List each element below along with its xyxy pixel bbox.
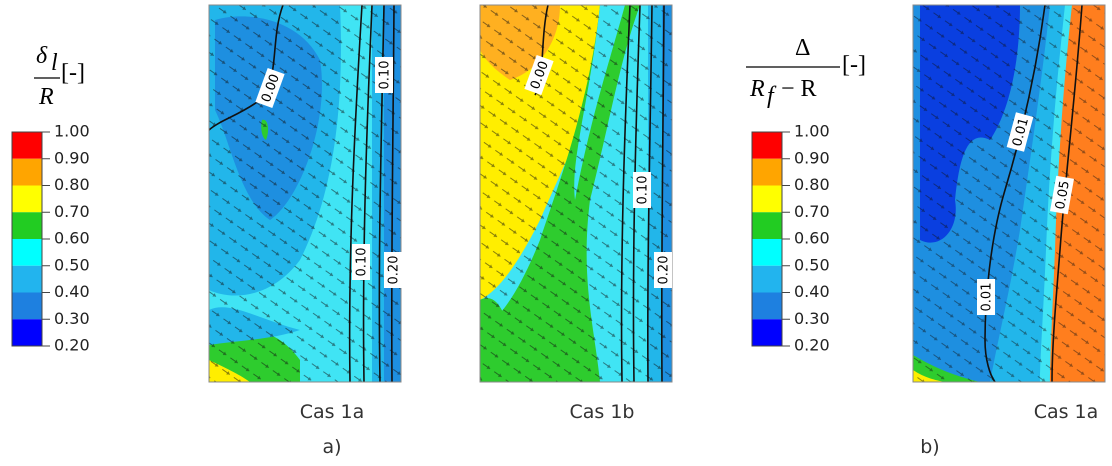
colorbar-b: 1.00 0.90 0.80 0.70 0.60 0.50 0.40 0.30 0.20 [751,122,830,355]
label-background [1050,175,1074,215]
level-label: 0.80 [794,175,830,194]
unit: [-] [842,52,866,78]
contour-labels: 0.00 0.100.10 0.200.000.100.200.010.050.01 [255,55,1074,315]
color-swatch [752,158,782,186]
color-swatch [752,239,782,266]
contour-plot [209,5,401,382]
level-label: 0.50 [794,255,830,274]
level-label: 1.00 [794,122,830,141]
color-swatch [12,239,42,266]
label-background [524,55,554,95]
contour-value: 0.05 [1053,180,1073,211]
panel-label: b) [920,436,939,458]
contour-value: 0.01 [1010,116,1032,148]
level-label: 0.30 [54,309,90,328]
contour-label: 0.10 [375,57,393,93]
caption: Cas 1a [1034,401,1099,423]
color-swatch [752,292,782,320]
level-label: 0.30 [794,309,830,328]
level-label: 1.00 [54,122,90,141]
unit: [-] [61,60,85,86]
label-background [352,244,370,280]
level-label: 0.70 [54,202,90,221]
subscript: l [51,50,58,76]
denominator: R [38,84,54,110]
caption: Cas 1b [570,401,635,423]
contour-value: 0.01 [980,283,995,312]
color-swatch [12,319,42,346]
level-label: 0.40 [794,282,830,301]
legend-title-b: Δ R f − R [-] [746,35,866,109]
contour-plot [913,5,1105,382]
caption: Cas 1a [300,401,365,423]
level-label: 0.90 [54,148,90,167]
level-label: 0.40 [54,282,90,301]
subscript: f [767,83,777,109]
panel-label: a) [322,436,341,458]
color-swatch [12,265,42,293]
label-background [375,57,393,93]
color-swatch [12,292,42,320]
plot-frame [479,4,673,383]
contour-label: 0.05 [1050,175,1074,215]
contour-value: 0.20 [387,256,402,285]
level-label: 0.20 [794,336,830,355]
level-label: 0.60 [794,229,830,248]
color-swatch [12,212,42,239]
color-swatch [752,265,782,293]
contour-value: 0.10 [636,176,651,205]
plot-frame [208,4,402,383]
label-background [633,172,651,208]
color-swatch [752,319,782,346]
level-label: 0.90 [794,148,830,167]
contour-value: 0.10 [355,248,370,277]
label-background [1006,112,1034,152]
label-background [654,252,672,288]
legend-title-a: δ l R [-] [34,43,85,110]
color-swatch [12,185,42,213]
level-label: 0.50 [54,255,90,274]
contour-label: 0.01 [977,279,995,315]
contour-label: 0.20 [384,252,402,288]
label-background [255,68,285,108]
plot-frame [912,4,1106,383]
level-label: 0.70 [794,202,830,221]
symbol: δ [36,43,48,69]
color-swatch [752,132,782,159]
contour-label: 0.10 [352,244,370,280]
color-swatch [752,212,782,239]
numerator: Δ [795,35,810,61]
colorbar-a: 1.00 0.90 0.80 0.70 0.60 0.50 0.40 0.30 0.20 [11,122,90,355]
denominator: R [749,76,765,102]
contour-value: 0.10 [378,61,393,90]
label-background [384,252,402,288]
level-label: 0.60 [54,229,90,248]
level-label: 0.20 [54,336,90,355]
contour-label: 0.10 [633,172,651,208]
label-background [977,279,995,315]
contour-value: 0.20 [657,256,672,285]
contour-label: 0.01 [1006,112,1034,152]
color-swatch [752,185,782,213]
level-label: 0.80 [54,175,90,194]
color-swatch [12,132,42,159]
denominator-rest: − R [781,76,817,102]
contour-label: 0.20 [654,252,672,288]
color-swatch [12,158,42,186]
